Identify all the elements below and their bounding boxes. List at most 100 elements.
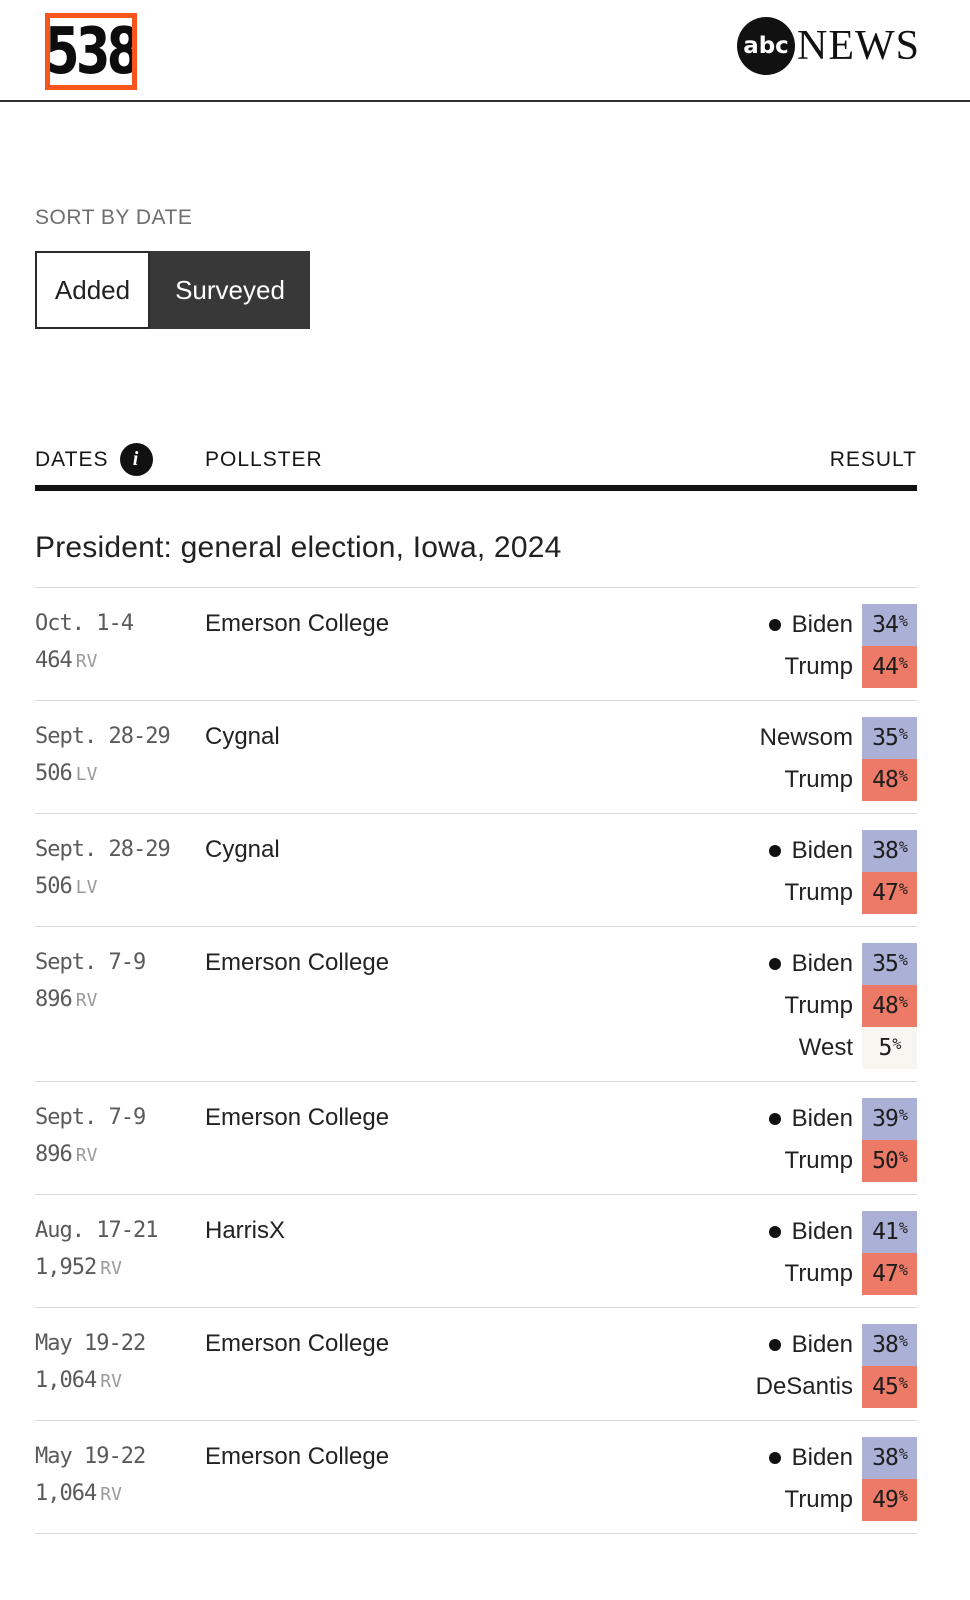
percent-sign: % (898, 767, 908, 785)
poll-results-cell: Biden 34% Trump 44% (768, 604, 917, 688)
abc-news-wordmark: NEWS (797, 23, 920, 69)
result-percent-value: 35 (872, 725, 899, 751)
candidate-name: Trump (784, 766, 853, 793)
fivethirtyeight-logo[interactable]: 538 (45, 13, 137, 90)
result-percent-chip: 44% (862, 646, 917, 688)
result-percent-chip: 50% (862, 1140, 917, 1182)
candidate-name: Biden (791, 1331, 853, 1358)
poll-result-line: Biden 41% (768, 1211, 917, 1253)
abc-news-logo[interactable]: abc NEWS (737, 17, 920, 75)
result-percent-value: 35 (872, 951, 899, 977)
poll-dates-cell: May 19-22 1,064 RV (35, 1437, 205, 1521)
result-percent-chip: 38% (862, 1437, 917, 1479)
result-percent-chip: 5% (862, 1027, 917, 1069)
poll-result-line: Trump 49% (769, 1479, 917, 1521)
candidate-name: Biden (791, 950, 853, 977)
poll-result-line: Newsom 35% (760, 717, 917, 759)
sort-toggle-group: Added Surveyed (35, 251, 917, 329)
poll-pollster-link[interactable]: Cygnal (205, 723, 280, 750)
poll-result-line: Biden 38% (768, 830, 917, 872)
poll-sample-size: 464 RV (35, 648, 205, 673)
result-percent-chip: 35% (862, 717, 917, 759)
poll-result-line: Trump 50% (769, 1140, 917, 1182)
poll-sample-size: 1,064 RV (35, 1481, 205, 1506)
percent-sign: % (898, 1106, 908, 1124)
poll-sample-value: 1,952 (35, 1255, 97, 1280)
abc-circle-text: abc (743, 33, 789, 59)
result-percent-value: 38 (872, 838, 899, 864)
poll-dates-cell: Sept. 7-9 896 RV (35, 943, 205, 1069)
poll-pollster-link[interactable]: Emerson College (205, 1443, 390, 1470)
poll-result-line: Biden 34% (768, 604, 917, 646)
result-percent-value: 38 (872, 1445, 899, 1471)
poll-dates-cell: Sept. 28-29 506 LV (35, 717, 205, 801)
poll-result-line: Biden 38% (768, 1437, 917, 1479)
poll-pollster-link[interactable]: Emerson College (205, 1330, 390, 1357)
result-percent-value: 45 (872, 1374, 899, 1400)
poll-result-line: Trump 47% (769, 1253, 917, 1295)
poll-row: May 19-22 1,064 RV Emerson College Biden 38% T… (35, 1420, 917, 1533)
poll-sample-type: LV (75, 764, 98, 785)
candidate-name: Trump (784, 653, 853, 680)
poll-results-cell: Biden 38% DeSantis 45% (756, 1324, 917, 1408)
poll-row: Sept. 28-29 506 LV Cygnal Biden 38% Trump 47% (35, 813, 917, 926)
result-percent-value: 47 (872, 1261, 899, 1287)
result-column-header: RESULT (829, 447, 917, 471)
poll-pollster-link[interactable]: Emerson College (205, 949, 390, 976)
poll-pollster-link[interactable]: Emerson College (205, 1104, 390, 1131)
poll-row: May 19-22 1,064 RV Emerson College Biden 38% D… (35, 1307, 917, 1420)
poll-result-line: West 5% (769, 1027, 917, 1069)
candidate-name: West (798, 1034, 853, 1061)
result-percent-chip: 45% (862, 1366, 917, 1408)
poll-sample-size: 506 LV (35, 761, 205, 786)
top-bar: 538 abc NEWS (0, 0, 970, 102)
poll-rows: Oct. 1-4 464 RV Emerson College Biden 34% Trum… (35, 587, 917, 1534)
poll-result-line: DeSantis 45% (756, 1366, 917, 1408)
candidate-name: DeSantis (755, 1373, 853, 1400)
dates-column-header: DATES i (35, 443, 205, 476)
leading-candidate-dot-icon (768, 1113, 781, 1125)
sort-option-added[interactable]: Added (35, 251, 150, 329)
result-percent-chip: 48% (862, 759, 917, 801)
result-percent-chip: 41% (862, 1211, 917, 1253)
percent-sign: % (898, 838, 908, 856)
poll-date-range: Aug. 17-21 (35, 1218, 158, 1243)
leading-candidate-dot-icon (768, 1339, 781, 1351)
info-icon[interactable]: i (120, 443, 154, 476)
poll-result-line: Trump 48% (769, 985, 917, 1027)
candidate-name: Trump (784, 1260, 853, 1287)
poll-sample-type: RV (75, 651, 98, 672)
percent-sign: % (898, 1219, 908, 1237)
poll-sample-value: 1,064 (35, 1481, 97, 1506)
percent-sign: % (898, 612, 908, 630)
poll-sample-type: RV (100, 1484, 122, 1505)
result-percent-value: 49 (872, 1487, 899, 1513)
poll-date-range: Sept. 7-9 (35, 950, 146, 975)
poll-pollster-link[interactable]: Emerson College (205, 610, 390, 637)
poll-pollster-link[interactable]: HarrisX (205, 1217, 286, 1244)
candidate-name: Trump (784, 1486, 853, 1513)
pollster-column-header: POLLSTER (205, 447, 323, 471)
poll-sample-size: 896 RV (35, 987, 205, 1012)
poll-sample-size: 1,952 RV (35, 1255, 205, 1280)
result-percent-value: 38 (872, 1332, 899, 1358)
result-percent-value: 48 (872, 767, 899, 793)
percent-sign: % (898, 1261, 908, 1279)
header-divider (35, 485, 917, 491)
sort-option-surveyed[interactable]: Surveyed (150, 251, 310, 329)
poll-pollster-link[interactable]: Cygnal (205, 836, 280, 863)
candidate-name: Trump (784, 992, 853, 1019)
result-percent-chip: 39% (862, 1098, 917, 1140)
poll-date-range: May 19-22 (35, 1331, 146, 1356)
result-percent-value: 34 (872, 612, 899, 638)
poll-row: Oct. 1-4 464 RV Emerson College Biden 34% Trum… (35, 587, 917, 700)
candidate-name: Trump (784, 1147, 853, 1174)
poll-dates-cell: Sept. 7-9 896 RV (35, 1098, 205, 1182)
leading-candidate-dot-icon (768, 958, 781, 970)
poll-result-line: Trump 44% (769, 646, 917, 688)
poll-date-range: Sept. 7-9 (35, 1105, 146, 1130)
percent-sign: % (898, 1374, 908, 1392)
main-content: SORT BY DATE Added Surveyed DATES i POLL… (0, 206, 970, 1534)
poll-result-line: Trump 48% (760, 759, 917, 801)
poll-row: Aug. 17-21 1,952 RV HarrisX Biden 41% Trump 47% (35, 1194, 917, 1307)
